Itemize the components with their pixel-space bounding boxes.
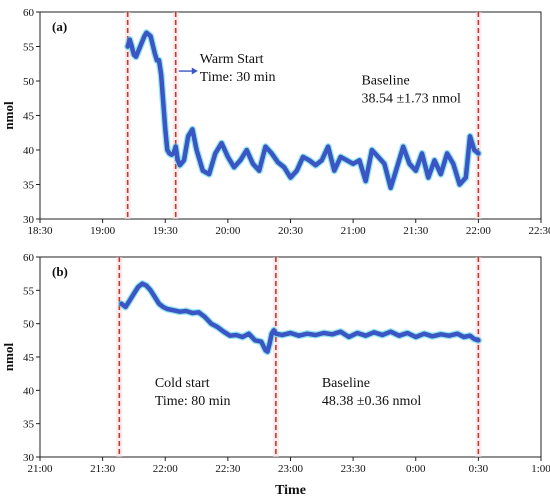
y-axis-label: nmol [1,343,16,372]
x-tick-label: 18:30 [27,225,53,237]
event-marker-band [172,12,179,219]
annotation-text: Cold start [155,376,210,391]
x-tick-label: 21:30 [403,225,429,237]
x-tick-label: 23:00 [278,463,304,475]
x-tick-label: 19:00 [90,225,116,237]
plot-frame [39,256,542,458]
series-line [119,281,481,354]
chart-panel-b: 30 35 40 45 50 55 60 21:00 21:30 22:00 22:30 23:00 2… [1,252,550,498]
y-tick-label: 40 [23,145,35,157]
y-tick-label: 45 [23,111,35,123]
annotation-text: Baseline [361,73,409,88]
y-tick-label: 40 [23,385,35,397]
x-tick-label: 0:30 [469,463,489,475]
y-tick-label: 50 [23,319,35,331]
panel-label: (a) [52,19,67,34]
y-tick-label: 30 [23,452,35,464]
y-tick-label: 55 [23,42,35,54]
annotation-arrowhead [191,67,198,75]
x-tick-label: 21:30 [90,463,116,475]
y-tick-label: 55 [23,285,35,297]
annotation-text: Warm Start [200,52,264,67]
annotation-text: 38.54 ±1.73 nmol [361,91,461,106]
x-tick-label: 20:30 [278,225,304,237]
x-tick-label: 0:00 [406,463,426,475]
y-tick-label: 35 [23,180,35,192]
y-tick-label: 60 [23,7,35,19]
x-axis-label: Time [275,483,306,498]
x-tick-label: 22:00 [466,225,492,237]
annotation-text: Time: 30 min [200,70,276,85]
y-tick-label: 50 [23,76,35,88]
series-line [125,30,481,191]
series-band [117,280,482,356]
chart-panel-a: 30 35 40 45 50 55 60 18:30 19:00 19:30 20:00 20:30 2… [1,7,550,237]
y-axis-label: nmol [1,101,16,130]
plot-frame [39,11,542,220]
x-tick-label: 22:30 [215,463,241,475]
x-tick-label: 22:30 [528,225,550,237]
event-marker-band [475,12,482,219]
y-tick-label: 45 [23,352,35,364]
x-tick-label: 1:00 [531,463,550,475]
annotation-text: Time: 80 min [155,394,231,409]
x-tick-label: 21:00 [27,463,53,475]
annotation-text: Baseline [322,376,370,391]
panel-label: (b) [52,264,68,279]
y-tick-label: 60 [23,252,35,264]
x-tick-label: 20:00 [215,225,241,237]
x-tick-label: 22:00 [153,463,179,475]
y-tick-label: 30 [23,214,35,226]
x-tick-label: 23:30 [341,463,367,475]
event-marker-band [124,12,131,219]
x-tick-label: 19:30 [153,225,179,237]
y-tick-label: 35 [23,419,35,431]
x-tick-label: 21:00 [341,225,367,237]
annotation-text: 48.38 ±0.36 nmol [322,394,422,409]
